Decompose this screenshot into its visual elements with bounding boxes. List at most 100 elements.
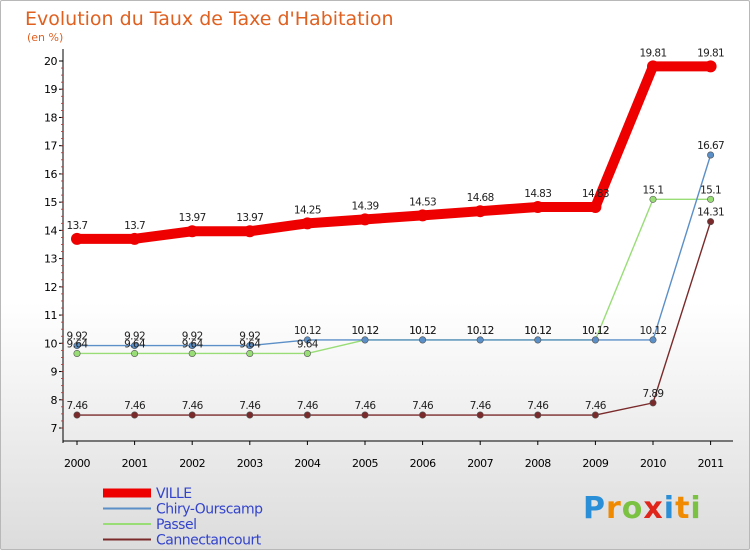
data-point [303,349,311,357]
data-point [246,342,254,350]
data-point [128,232,141,245]
x-tick-label: 2000 [64,457,90,470]
data-point [71,232,83,245]
data-label: 13.7 [124,220,145,232]
data-point [131,349,139,357]
data-label: 19.81 [639,47,666,59]
data-point [131,342,139,350]
data-point [73,411,81,419]
x-tick-label: 2006 [410,457,436,470]
chart-subtitle: (en %) [27,31,63,44]
data-label: 7.46 [67,400,89,412]
x-tick-label: 2002 [179,457,205,470]
data-point [591,336,599,344]
y-tick-label: 16 [44,168,57,181]
data-point [188,342,196,350]
y-tick-label: 10 [44,337,57,350]
data-point [647,60,659,73]
data-label: 7.46 [182,400,204,412]
data-label: 7.46 [124,400,146,412]
data-label: 9.64 [67,338,89,350]
y-tick-label: 8 [51,394,58,407]
data-point [649,195,657,203]
data-label: 10.12 [524,325,551,337]
data-point [419,336,427,344]
data-point [188,349,196,357]
data-point [707,151,715,159]
data-label: 14.39 [351,200,378,212]
data-point [246,349,254,357]
data-label: 16.67 [697,140,724,152]
data-label: 9.64 [124,338,146,350]
data-point [649,336,657,344]
data-point [649,399,657,407]
data-point [359,213,371,226]
x-tick-label: 2008 [525,457,551,470]
data-point [591,411,599,419]
data-point [704,60,717,73]
x-tick-label: 2005 [352,457,378,470]
x-tick-label: 2001 [122,457,148,470]
legend-label: VILLE [156,486,192,502]
data-label: 14.25 [294,204,321,216]
data-label: 14.83 [582,188,609,200]
data-point [534,411,542,419]
data-point [361,411,369,419]
data-label: 10.12 [467,325,494,337]
y-tick-label: 12 [44,281,57,294]
series-line [72,61,716,244]
data-label: 7.46 [297,400,319,412]
series-line [76,220,712,416]
data-point [301,217,314,230]
data-label: 10.12 [524,325,551,337]
data-label: 13.97 [236,212,263,224]
legend-label: Cannectancourt [156,533,262,549]
series-cannectancourt [73,218,715,419]
data-point [474,205,487,218]
data-label: 9.64 [182,338,204,350]
data-label: 9.92 [67,331,88,343]
data-label: 14.68 [467,192,494,204]
data-label: 19.81 [697,47,724,59]
data-point [707,218,715,226]
y-tick-label: 18 [44,111,57,124]
data-point [419,411,427,419]
legend-label: Chiry-Ourscamp [156,502,263,518]
chart-title: Evolution du Taux de Taxe d'Habitation [25,8,394,30]
data-point [303,336,311,344]
x-tick-label: 2004 [294,457,320,470]
brand-letter: r [606,491,622,526]
y-tick-label: 7 [51,422,58,435]
x-tick-label: 2003 [237,457,263,470]
data-label: 9.64 [239,338,261,350]
data-point [303,411,311,419]
data-label: 10.12 [582,325,609,337]
brand-logo-text: Proxiti [583,491,702,526]
data-labels: 13.7 13.7 13.97 13.97 14.25 14.39 14.53 14.68 14… [67,47,725,412]
data-point [186,225,199,238]
x-tick-label: 2007 [467,457,493,470]
data-point [416,209,429,222]
y-tick-label: 20 [44,55,57,68]
data-label: 7.46 [239,400,261,412]
data-label: 7.46 [470,400,492,412]
data-label: 7.46 [412,400,434,412]
data-label: 9.92 [182,331,203,343]
data-label: 9.64 [297,338,319,350]
data-point [243,225,256,238]
data-point [589,200,602,213]
brand-letter: P [583,491,606,526]
series-line [76,198,712,355]
data-label: 13.97 [179,212,206,224]
y-tick-label: 17 [44,140,57,153]
y-tick-label: 14 [44,224,57,237]
brand-letter: x [643,491,663,526]
data-point [246,411,254,419]
y-tick-label: 9 [51,366,58,379]
data-label: 10.12 [467,325,494,337]
data-point [361,336,369,344]
data-label: 7.89 [643,388,664,400]
data-label: 7.46 [355,400,377,412]
